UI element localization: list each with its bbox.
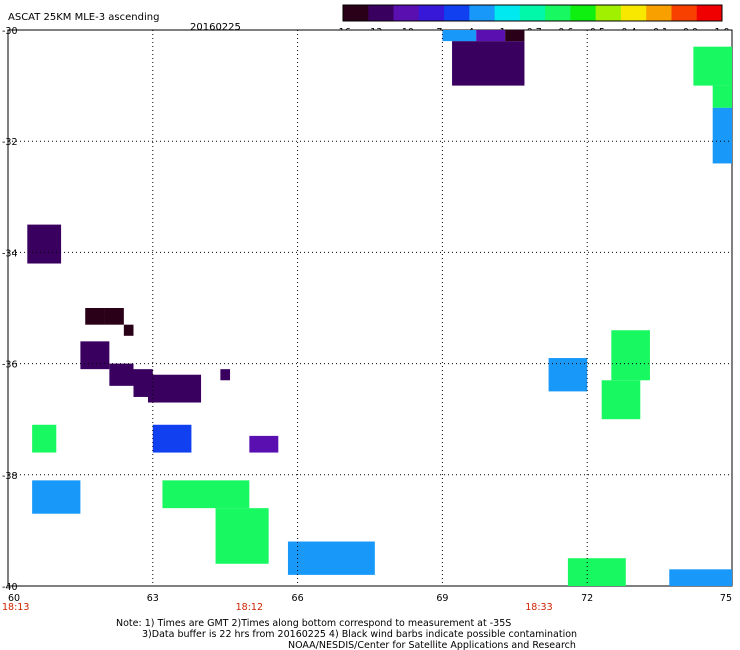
colorbar-frame [342, 4, 723, 22]
colorbar-segment [343, 5, 369, 21]
y-tick-label: -40 [2, 582, 18, 593]
data-cell [249, 435, 279, 453]
x-tick-label: 63 [147, 593, 159, 604]
colorbar-segment [646, 5, 672, 21]
colorbar-segment [696, 5, 723, 21]
data-cell [476, 30, 506, 42]
colorbar-segment [469, 5, 496, 21]
data-cell [80, 341, 110, 370]
footer-note-1: Note: 1) Times are GMT 2)Times along bot… [116, 618, 511, 629]
data-cell [147, 374, 202, 403]
chart-date: 20160225 [190, 22, 241, 33]
colorbar-segment [494, 5, 521, 21]
plot-frame [7, 29, 733, 587]
x-tick-label: 75 [720, 593, 732, 604]
time-label: 18:12 [236, 602, 263, 613]
plot-area: -30-32-34-36-38-40 60 63 66 69 72 75 18:13 18:… [2, 26, 733, 613]
data-cell [567, 558, 626, 586]
data-cell [287, 541, 375, 575]
colorbar-segment [671, 5, 698, 21]
footer-note-2: 3)Data buffer is 22 hrs from 20160225 4)… [142, 629, 577, 640]
x-tick-label: 66 [292, 593, 304, 604]
y-tick-label: -36 [2, 360, 18, 371]
data-cell [32, 480, 81, 514]
footer-credit: NOAA/NESDIS/Center for Satellite Applica… [288, 640, 576, 650]
data-cell [611, 330, 650, 381]
time-label: 18:33 [525, 602, 552, 613]
data-cell [162, 480, 250, 509]
y-tick-label: -34 [2, 248, 18, 259]
data-cell [548, 358, 588, 392]
colorbar-segment [418, 5, 445, 21]
data-cell [152, 424, 192, 453]
colorbar-segment [444, 5, 470, 21]
y-tick-labels: -30 -32 -34 -36 -38 -40 [2, 26, 18, 593]
x-tick-label: 69 [436, 593, 448, 604]
data-cell [104, 308, 124, 325]
data-cell [601, 380, 641, 420]
data-cells [27, 30, 732, 586]
x-tick-label: 60 [8, 593, 20, 604]
data-cell [442, 30, 477, 42]
data-cell [505, 30, 525, 42]
y-tick-label: -32 [2, 137, 18, 148]
data-cell [109, 363, 134, 386]
data-cell [712, 107, 732, 164]
chart-title: ASCAT 25KM MLE-3 ascending [8, 12, 159, 23]
colorbar-segment [519, 5, 546, 21]
data-cell [215, 508, 269, 564]
colorbar-segment [393, 5, 420, 21]
colorbar-segment [595, 5, 622, 21]
time-labels: 18:13 18:12 18:33 [2, 602, 553, 613]
colorbar [342, 4, 723, 22]
data-cell [452, 41, 525, 86]
data-cell [712, 85, 732, 108]
data-cell [123, 324, 134, 336]
colorbar-segment [570, 5, 597, 21]
colorbar-segment [620, 5, 647, 21]
x-tick-labels: 60 63 66 69 72 75 [8, 593, 732, 604]
data-cell [85, 308, 105, 325]
y-tick-label: -38 [2, 471, 18, 482]
data-cell [669, 569, 732, 586]
colorbar-segment [368, 5, 395, 21]
time-label: 18:13 [2, 602, 29, 613]
colorbar-segment [545, 5, 571, 21]
data-cell [32, 424, 57, 453]
data-cell [27, 224, 62, 264]
x-tick-label: 72 [581, 593, 593, 604]
y-tick-label: -30 [2, 26, 18, 37]
grid-lines [8, 30, 732, 586]
data-cell [220, 369, 231, 381]
data-cell [693, 46, 732, 86]
